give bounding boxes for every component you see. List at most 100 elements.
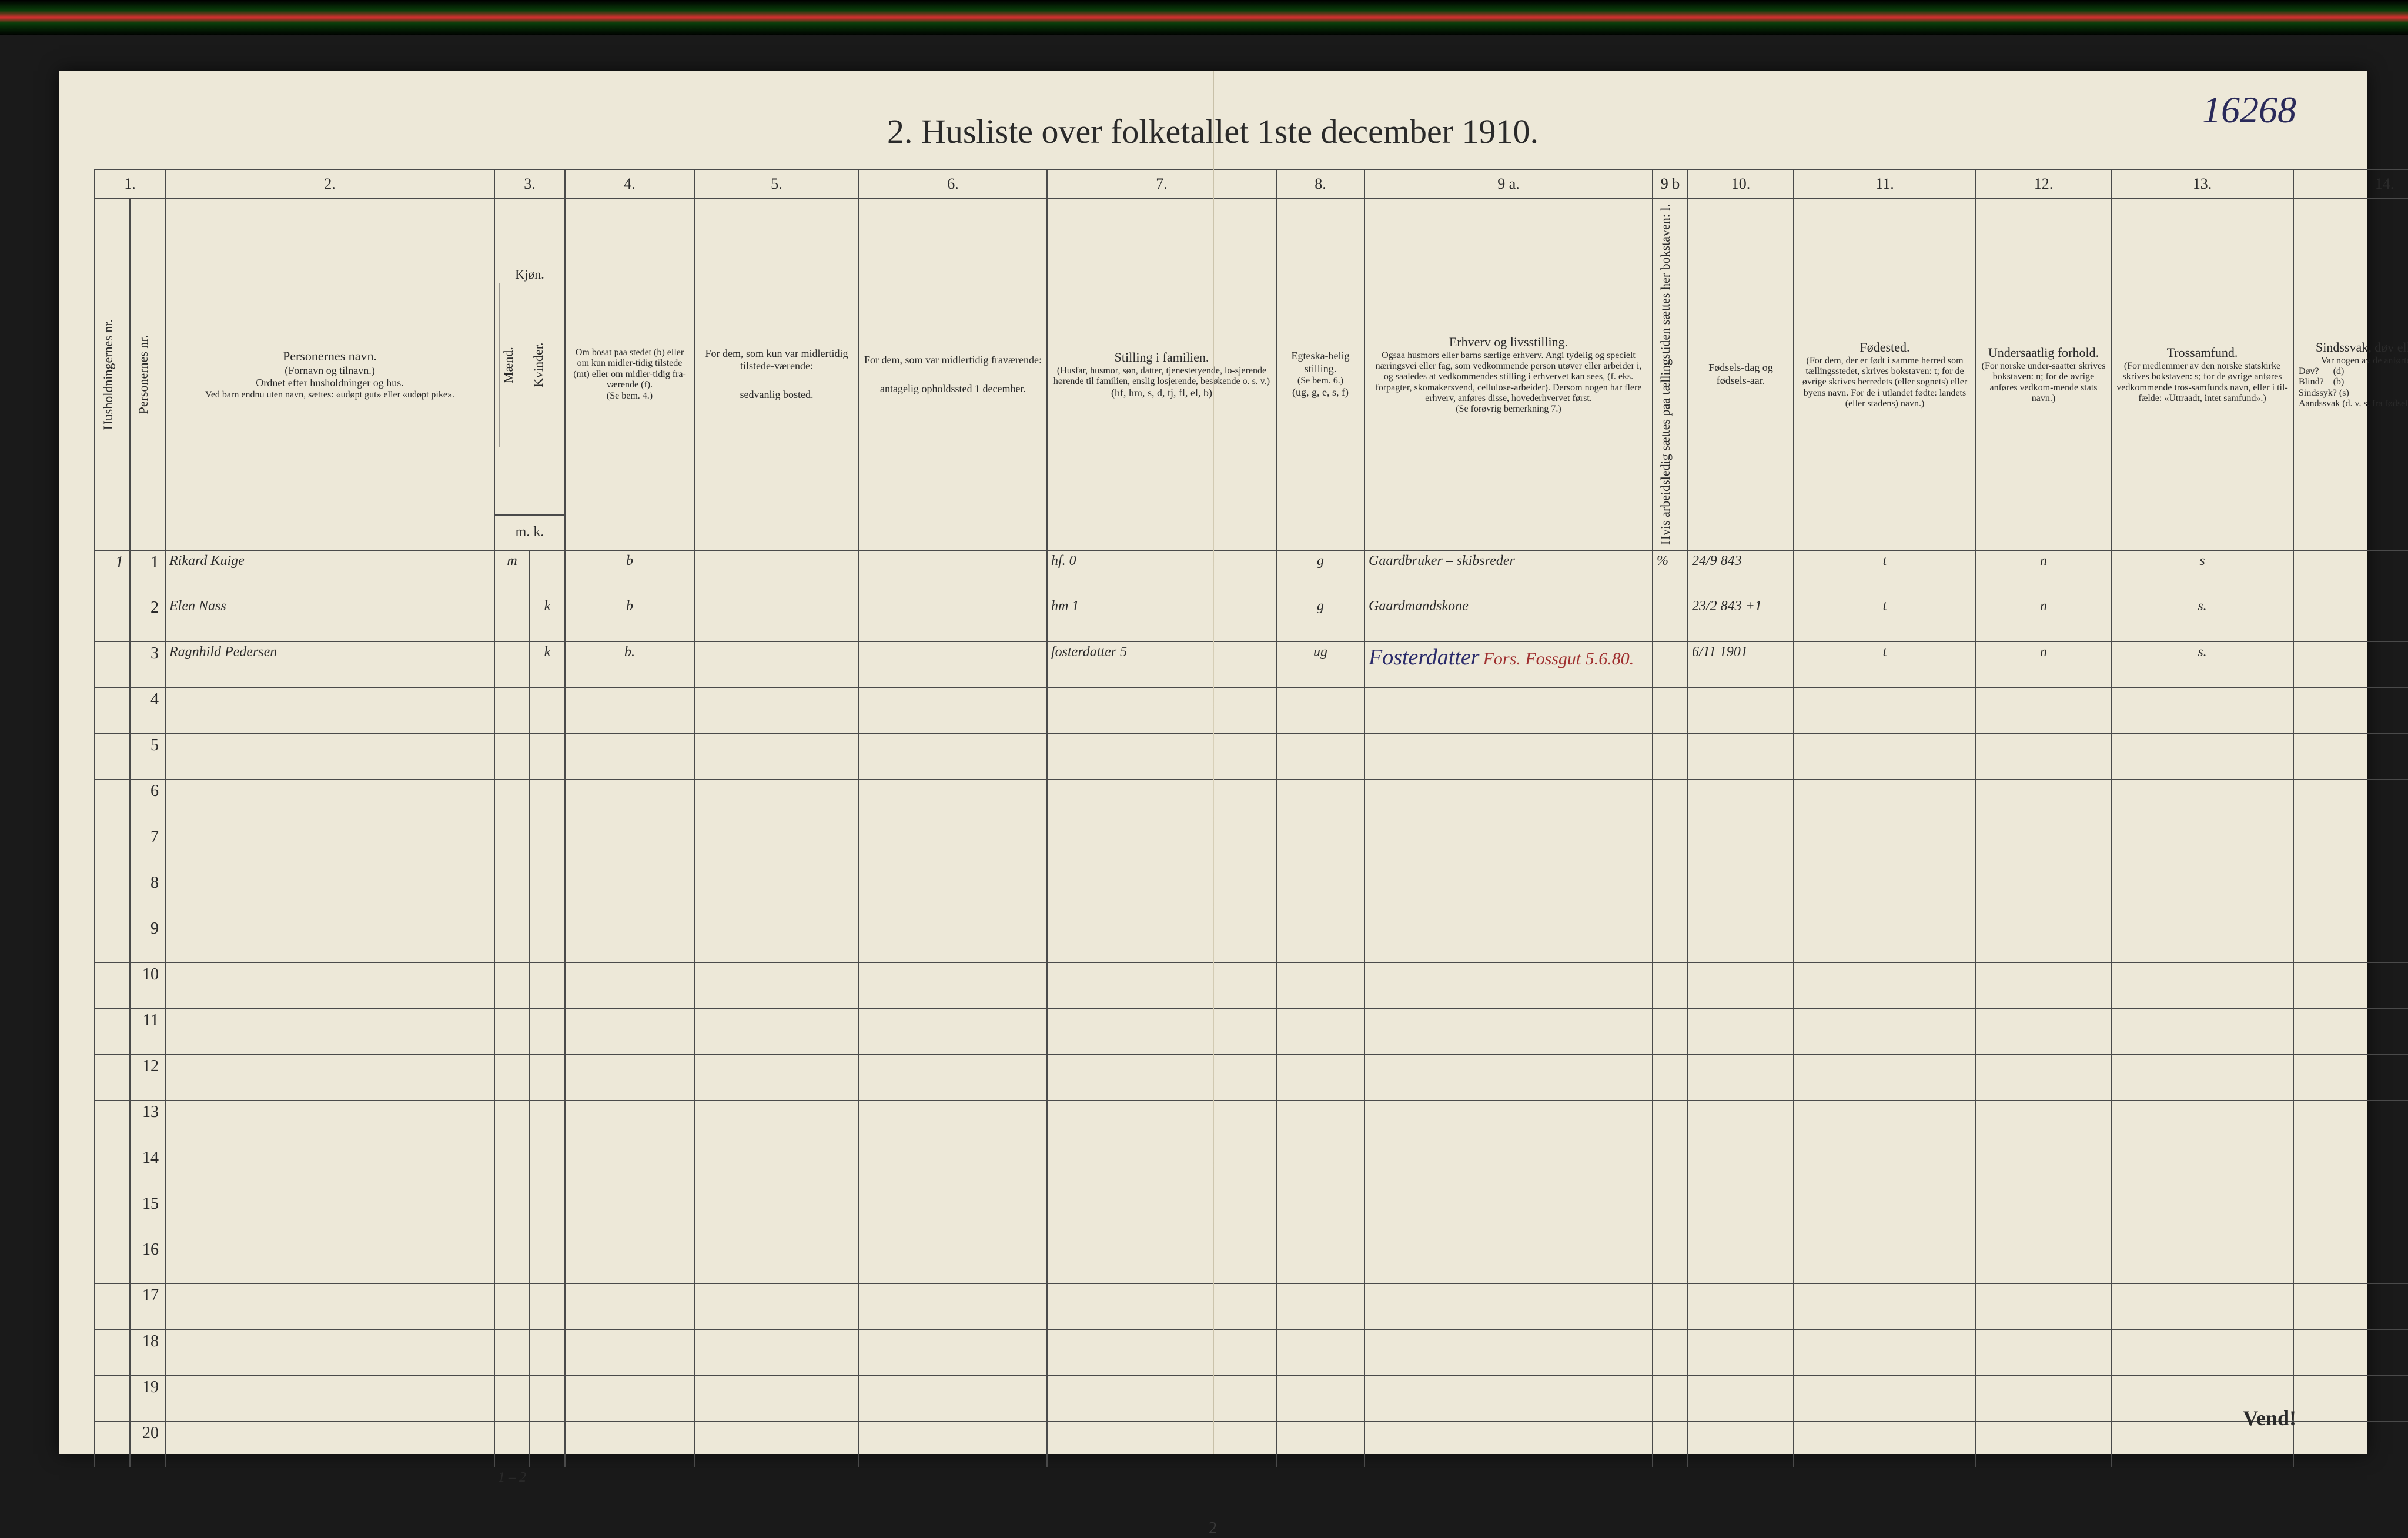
cell-c9b: % [1653, 550, 1688, 596]
cell-nat: n [1976, 596, 2111, 642]
table-row: 20 [95, 1422, 2408, 1467]
colnum-5: 5. [694, 169, 859, 199]
cell-birth: 23/2 843 +1 [1688, 596, 1794, 642]
colnum-9b: 9 b [1653, 169, 1688, 199]
hdr-birth: Fødsels-dag og fødsels-aar. [1688, 199, 1794, 550]
table-row: 17 [95, 1284, 2408, 1330]
table-row: 19 [95, 1376, 2408, 1422]
cell-name: Rikard Kuige [165, 550, 494, 596]
hdr-household-nr: Husholdningernes nr. [95, 199, 130, 550]
hdr-name: Personernes navn. (Fornavn og tilnavn.) … [165, 199, 494, 550]
colnum-10: 10. [1688, 169, 1794, 199]
cell-marital: g [1276, 596, 1364, 642]
table-row: 2 Elen Nass k b hm 1 g Gaardmandskone 23… [95, 596, 2408, 642]
table-row: 12 [95, 1055, 2408, 1101]
hdr-temp-absent: For dem, som var midlertidig fraværende:… [859, 199, 1047, 550]
table-row: 13 [95, 1101, 2408, 1146]
hdr-residence: Om bosat paa stedet (b) eller om kun mid… [565, 199, 694, 550]
cell-sex-m [494, 642, 530, 688]
handwritten-document-id: 16268 [2202, 88, 2296, 132]
cell-nat: n [1976, 642, 2111, 688]
page-title: 2. Husliste over folketallet 1ste decemb… [94, 112, 2332, 151]
cell-pn: 12 [130, 1055, 165, 1101]
hdr-unemployed: Hvis arbeidsledig sættes paa tællingstid… [1653, 199, 1688, 550]
colnum-3: 3. [494, 169, 565, 199]
cell-birthplace: t [1794, 642, 1976, 688]
cell-pn: 5 [130, 734, 165, 780]
hdr-temp-present: For dem, som kun var midlertidig tilsted… [694, 199, 859, 550]
hdr-marital: Egteska-belig stilling. (Se bem. 6.) (ug… [1276, 199, 1364, 550]
cell-pn: 20 [130, 1422, 165, 1467]
census-table: 1. 2. 3. 4. 5. 6. 7. 8. 9 a. 9 b 10. 11.… [94, 169, 2408, 1513]
cell-pn: 6 [130, 780, 165, 825]
cell-birthplace: t [1794, 596, 1976, 642]
cell-occupation: Fosterdatter Fors. Fossgut 5.6.80. [1364, 642, 1653, 688]
cell-faith: s [2111, 550, 2293, 596]
cell-c6 [859, 642, 1047, 688]
cell-pn: 13 [130, 1101, 165, 1146]
cell-c5 [694, 550, 859, 596]
cell-famrole: hm 1 [1047, 596, 1276, 642]
hdr-family-role: Stilling i familien. (Husfar, husmor, sø… [1047, 199, 1276, 550]
cell-pn: 1 [130, 550, 165, 596]
colnum-4: 4. [565, 169, 694, 199]
cell-pn: 15 [130, 1192, 165, 1238]
cell-pn: 9 [130, 917, 165, 963]
cell-birthplace: t [1794, 550, 1976, 596]
hdr-person-nr: Personernes nr. [130, 199, 165, 550]
cell-hh [95, 596, 130, 642]
cell-residence: b [565, 550, 694, 596]
colnum-9a: 9 a. [1364, 169, 1653, 199]
table-row: 1 1 Rikard Kuige m b hf. 0 g Gaardbruker… [95, 550, 2408, 596]
table-row: 5 [95, 734, 2408, 780]
colnum-8: 8. [1276, 169, 1364, 199]
hdr-faith: Trossamfund. (For medlemmer av den norsk… [2111, 199, 2293, 550]
cell-c9b [1653, 596, 1688, 642]
cell-faith: s. [2111, 642, 2293, 688]
table-row: 7 [95, 825, 2408, 871]
table-row: 9 [95, 917, 2408, 963]
cell-name: Elen Nass [165, 596, 494, 642]
turn-over-label: Vend! [2243, 1406, 2296, 1430]
cell-occupation: Gaardmandskone [1364, 596, 1653, 642]
table-row: 11 [95, 1009, 2408, 1055]
page-number-bottom: 2 [94, 1519, 2332, 1538]
table-row: 3 Ragnhild Pedersen k b. fosterdatter 5 … [95, 642, 2408, 688]
cell-nat: n [1976, 550, 2111, 596]
colnum-11: 11. [1794, 169, 1976, 199]
cell-famrole: hf. 0 [1047, 550, 1276, 596]
cell-pn: 2 [130, 596, 165, 642]
colnum-6: 6. [859, 169, 1047, 199]
cell-c14 [2293, 596, 2408, 642]
cell-pn: 16 [130, 1238, 165, 1284]
cell-occupation: Gaardbruker – skibsreder [1364, 550, 1653, 596]
cell-pn: 4 [130, 688, 165, 734]
cell-residence: b. [565, 642, 694, 688]
cell-pn: 10 [130, 963, 165, 1009]
colnum-1: 1. [95, 169, 165, 199]
cell-c5 [694, 642, 859, 688]
colnum-2: 2. [165, 169, 494, 199]
cell-residence: b [565, 596, 694, 642]
cell-birth: 6/11 1901 [1688, 642, 1794, 688]
cell-pn: 7 [130, 825, 165, 871]
hdr-sex: Kjøn. Mænd. Kvinder. [494, 199, 565, 515]
cell-c6 [859, 596, 1047, 642]
colnum-7: 7. [1047, 169, 1276, 199]
cell-pn: 17 [130, 1284, 165, 1330]
hdr-birthplace: Fødested. (For dem, der er født i samme … [1794, 199, 1976, 550]
table-row: 10 [95, 963, 2408, 1009]
cell-pn: 18 [130, 1330, 165, 1376]
colnum-12: 12. [1976, 169, 2111, 199]
cell-birth: 24/9 843 [1688, 550, 1794, 596]
tally: 1 – 2 [494, 1467, 565, 1513]
table-body: 1 1 Rikard Kuige m b hf. 0 g Gaardbruker… [95, 550, 2408, 1467]
cell-pn: 8 [130, 871, 165, 917]
tally-row: 1 – 2 [95, 1467, 2408, 1513]
column-number-row: 1. 2. 3. 4. 5. 6. 7. 8. 9 a. 9 b 10. 11.… [95, 169, 2408, 199]
cell-hh [95, 642, 130, 688]
table-row: 18 [95, 1330, 2408, 1376]
table-row: 8 [95, 871, 2408, 917]
cell-c14 [2293, 642, 2408, 688]
cell-marital: g [1276, 550, 1364, 596]
